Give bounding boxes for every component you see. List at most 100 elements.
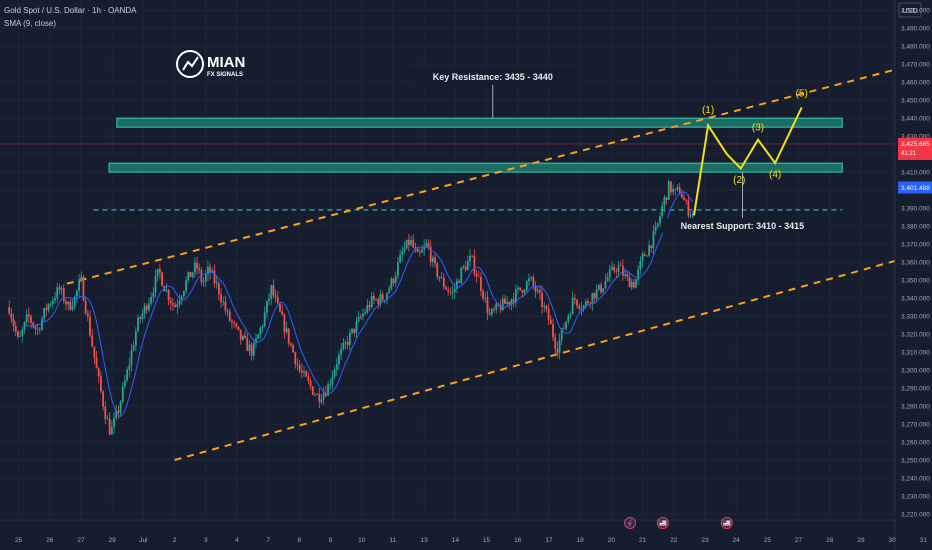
candle-body bbox=[680, 194, 683, 198]
logo-sub: FX SIGNALS bbox=[207, 72, 243, 78]
candle-body bbox=[532, 277, 535, 286]
price-tick: 3,460.000 bbox=[901, 80, 930, 87]
candle-body bbox=[128, 364, 131, 370]
logo-circle bbox=[176, 50, 204, 78]
candle-body bbox=[178, 300, 181, 305]
candles bbox=[8, 179, 694, 436]
candle-body bbox=[14, 326, 17, 332]
time-tick: 9 bbox=[329, 537, 333, 544]
candle-body bbox=[523, 290, 526, 293]
candle-body bbox=[58, 287, 61, 290]
candle-body bbox=[517, 287, 519, 290]
candle-body bbox=[506, 301, 509, 304]
time-axis[interactable]: 25 26 27 29 Jul 2 3 4 7 8 9 10 11 13 14 15 16 17 18 20 21 22 2… bbox=[0, 519, 932, 544]
candle-body bbox=[519, 287, 522, 291]
candle-body bbox=[97, 368, 100, 377]
candle-body bbox=[593, 292, 596, 299]
candle-body bbox=[556, 348, 559, 353]
candle-body bbox=[643, 254, 646, 257]
candle-body bbox=[65, 301, 67, 305]
candle-body bbox=[113, 417, 115, 427]
candle-body bbox=[597, 284, 600, 290]
candle-body bbox=[440, 277, 443, 279]
candle-body bbox=[30, 316, 32, 323]
candle-body bbox=[449, 291, 452, 293]
candle-body bbox=[624, 274, 626, 276]
candle-body bbox=[584, 301, 587, 306]
candle-body bbox=[189, 271, 192, 278]
price-axis[interactable]: USD 3,220.000 3,230.000 3,240.000 3,250.000 3… bbox=[894, 0, 932, 550]
time-tick: 29 bbox=[109, 537, 117, 544]
candle-body bbox=[530, 277, 533, 279]
candle-body bbox=[392, 278, 395, 284]
time-tick: 14 bbox=[452, 537, 460, 544]
candle-body bbox=[619, 265, 622, 267]
candle-body bbox=[156, 268, 159, 276]
candle-body bbox=[311, 386, 314, 395]
candle-body bbox=[241, 335, 244, 340]
candle-body bbox=[285, 328, 288, 333]
candle-body bbox=[493, 309, 495, 310]
candle-body bbox=[106, 418, 109, 420]
time-tick: 25 bbox=[764, 537, 772, 544]
candle-body bbox=[355, 321, 358, 333]
candle-body bbox=[545, 306, 548, 309]
candle-body bbox=[366, 304, 369, 313]
candle-body bbox=[571, 297, 574, 315]
candle-body bbox=[217, 282, 220, 295]
candle-body bbox=[220, 294, 222, 303]
candle-body bbox=[375, 299, 378, 301]
candle-body bbox=[683, 197, 685, 201]
candle-body bbox=[207, 266, 209, 275]
time-tick: 20 bbox=[608, 537, 616, 544]
candle-body bbox=[276, 297, 279, 303]
candle-body bbox=[222, 301, 225, 303]
candle-body bbox=[434, 257, 436, 264]
candle-body bbox=[45, 308, 48, 310]
price-tick: 3,290.000 bbox=[901, 386, 930, 393]
candle-body bbox=[659, 216, 661, 224]
candle-body bbox=[672, 189, 675, 193]
candle-body bbox=[333, 369, 336, 377]
channel-upper-line bbox=[66, 61, 924, 285]
candle-body bbox=[486, 297, 489, 313]
candle-body bbox=[49, 303, 52, 305]
candle-body bbox=[416, 248, 419, 253]
sma-line bbox=[26, 191, 694, 418]
candle-body bbox=[580, 308, 583, 310]
candle-body bbox=[104, 406, 107, 419]
candle-body bbox=[187, 271, 190, 281]
price-tick: 3,490.000 bbox=[901, 26, 930, 33]
candle-body bbox=[80, 276, 83, 281]
candle-body bbox=[670, 181, 672, 193]
candle-body bbox=[244, 335, 246, 338]
candle-body bbox=[628, 276, 631, 288]
candle-body bbox=[60, 288, 63, 290]
candle-body bbox=[213, 270, 216, 284]
candle-body bbox=[180, 296, 183, 301]
candle-body bbox=[233, 322, 236, 324]
candle-body bbox=[425, 243, 428, 247]
candle-body bbox=[19, 335, 22, 337]
time-tick: 22 bbox=[670, 537, 678, 544]
candle-body bbox=[654, 226, 657, 232]
candle-body bbox=[648, 245, 651, 256]
candle-body bbox=[421, 249, 423, 253]
candle-body bbox=[283, 314, 286, 333]
sma-price-tag bbox=[898, 181, 932, 194]
time-tick: 21 bbox=[639, 537, 647, 544]
candle-body bbox=[78, 280, 80, 291]
price-tick: 3,440.000 bbox=[901, 116, 930, 123]
candle-body bbox=[460, 267, 463, 283]
candle-body bbox=[252, 342, 255, 356]
time-tick: 4 bbox=[235, 537, 239, 544]
candle-body bbox=[370, 295, 373, 308]
candle-body bbox=[121, 386, 124, 402]
candle-body bbox=[595, 289, 598, 299]
candle-body bbox=[38, 328, 41, 330]
price-channel bbox=[66, 61, 924, 461]
candle-body bbox=[47, 304, 50, 310]
candle-body bbox=[305, 371, 308, 377]
candle-body bbox=[591, 292, 594, 305]
